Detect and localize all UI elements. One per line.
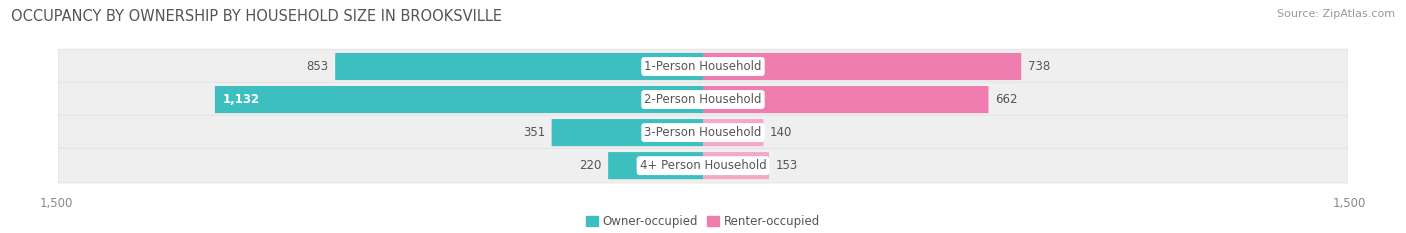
FancyBboxPatch shape (703, 53, 1021, 80)
Text: Source: ZipAtlas.com: Source: ZipAtlas.com (1277, 9, 1395, 19)
Text: 1-Person Household: 1-Person Household (644, 60, 762, 73)
Text: 140: 140 (770, 126, 792, 139)
Text: 738: 738 (1028, 60, 1050, 73)
FancyBboxPatch shape (703, 152, 769, 179)
Text: 1,132: 1,132 (222, 93, 260, 106)
FancyBboxPatch shape (335, 53, 703, 80)
Text: OCCUPANCY BY OWNERSHIP BY HOUSEHOLD SIZE IN BROOKSVILLE: OCCUPANCY BY OWNERSHIP BY HOUSEHOLD SIZE… (11, 9, 502, 24)
FancyBboxPatch shape (59, 82, 1347, 117)
FancyBboxPatch shape (59, 49, 1347, 84)
FancyBboxPatch shape (703, 119, 763, 146)
FancyBboxPatch shape (609, 152, 703, 179)
Text: 3-Person Household: 3-Person Household (644, 126, 762, 139)
Text: 662: 662 (995, 93, 1018, 106)
Text: 153: 153 (776, 159, 797, 172)
FancyBboxPatch shape (59, 115, 1347, 150)
Text: 4+ Person Household: 4+ Person Household (640, 159, 766, 172)
Text: 2-Person Household: 2-Person Household (644, 93, 762, 106)
Text: 853: 853 (307, 60, 329, 73)
FancyBboxPatch shape (215, 86, 703, 113)
FancyBboxPatch shape (703, 86, 988, 113)
FancyBboxPatch shape (551, 119, 703, 146)
FancyBboxPatch shape (59, 148, 1347, 183)
Text: 351: 351 (523, 126, 546, 139)
Text: 220: 220 (579, 159, 602, 172)
Legend: Owner-occupied, Renter-occupied: Owner-occupied, Renter-occupied (581, 210, 825, 233)
